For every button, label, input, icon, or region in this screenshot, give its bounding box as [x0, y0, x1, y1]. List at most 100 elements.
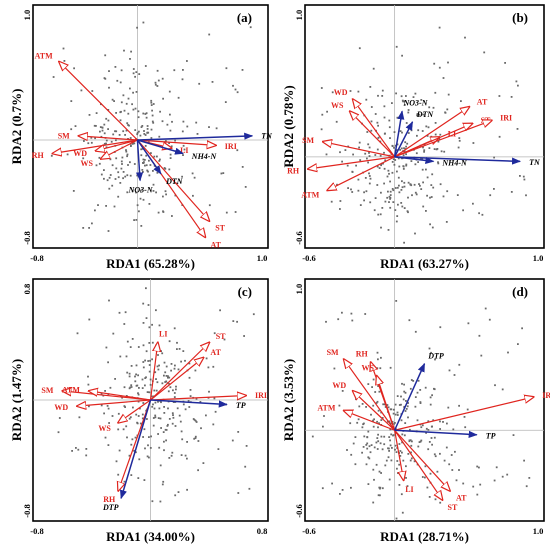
- site-point: [398, 463, 401, 466]
- site-point: [192, 194, 194, 197]
- site-point: [150, 152, 152, 154]
- site-point: [430, 135, 433, 138]
- explanatory-vector-atm: [59, 62, 138, 141]
- site-point: [103, 132, 106, 135]
- site-point: [389, 197, 392, 199]
- site-point: [168, 383, 171, 385]
- site-point: [135, 384, 138, 387]
- site-point: [372, 404, 375, 407]
- site-point: [388, 478, 391, 481]
- site-point: [433, 436, 436, 439]
- site-point: [365, 463, 368, 466]
- site-point: [195, 397, 198, 400]
- site-point: [428, 496, 431, 498]
- site-point: [391, 161, 394, 163]
- site-point: [123, 323, 126, 325]
- site-point: [377, 385, 379, 387]
- site-point: [181, 438, 184, 441]
- site-point: [183, 148, 186, 151]
- site-point: [321, 487, 324, 490]
- site-point: [525, 194, 527, 197]
- site-point: [372, 425, 375, 428]
- site-point: [416, 113, 419, 115]
- site-point: [188, 362, 191, 365]
- site-point: [401, 451, 403, 454]
- site-point: [404, 422, 407, 424]
- site-point: [166, 123, 169, 126]
- site-point: [399, 130, 402, 132]
- site-point: [213, 332, 216, 335]
- site-point: [517, 343, 519, 345]
- site-point: [107, 119, 110, 122]
- explanatory-vector-st: [150, 343, 210, 401]
- site-point: [369, 86, 372, 88]
- site-point: [341, 390, 344, 392]
- site-point: [164, 371, 167, 374]
- vector-label-nh4-n: NH4-N: [191, 152, 218, 161]
- vector-label-iri: IRI: [225, 142, 237, 151]
- site-point: [386, 175, 389, 178]
- site-point: [442, 77, 445, 79]
- site-point: [396, 116, 399, 119]
- site-point: [162, 97, 164, 100]
- site-point: [361, 403, 364, 405]
- site-point: [417, 161, 419, 163]
- site-point: [429, 396, 432, 399]
- site-point: [119, 111, 122, 114]
- site-point: [395, 300, 398, 302]
- site-point: [405, 163, 408, 166]
- site-point: [401, 54, 403, 57]
- site-point: [106, 179, 109, 182]
- site-point: [157, 79, 160, 82]
- site-point: [419, 184, 421, 187]
- site-point: [94, 209, 96, 212]
- site-point: [401, 433, 404, 436]
- site-point: [434, 133, 437, 136]
- site-point: [122, 171, 125, 173]
- site-point: [320, 128, 323, 131]
- site-point: [391, 171, 394, 174]
- site-point: [167, 423, 169, 426]
- site-point: [200, 427, 202, 430]
- site-point: [454, 450, 456, 453]
- site-point: [406, 210, 409, 213]
- site-point: [365, 190, 368, 193]
- site-point: [450, 454, 453, 456]
- explanatory-vector-ws: [101, 139, 138, 159]
- site-point: [151, 120, 154, 123]
- site-point: [91, 90, 94, 92]
- site-point: [355, 398, 357, 401]
- x-tick-min: -0.6: [302, 526, 315, 536]
- site-point: [472, 485, 475, 488]
- site-point: [159, 158, 161, 161]
- vector-label-sm: SM: [302, 136, 314, 145]
- site-point: [439, 133, 442, 136]
- site-point: [137, 116, 140, 119]
- site-point: [134, 75, 136, 78]
- site-point: [174, 194, 177, 197]
- site-point: [400, 493, 403, 496]
- site-point: [140, 126, 143, 128]
- site-point: [151, 114, 154, 117]
- site-point: [241, 69, 244, 71]
- vector-label-sm: SM: [58, 131, 70, 140]
- site-point: [386, 404, 389, 406]
- site-point: [398, 191, 401, 194]
- site-points: [50, 21, 252, 232]
- site-point: [234, 88, 237, 91]
- site-point: [146, 418, 148, 420]
- site-point: [124, 406, 126, 408]
- site-point: [100, 404, 103, 407]
- site-point: [131, 103, 133, 106]
- site-point: [152, 190, 155, 192]
- site-point: [120, 101, 123, 104]
- site-point: [161, 483, 164, 486]
- site-point: [142, 361, 145, 363]
- site-point: [439, 501, 442, 504]
- site-point: [223, 338, 226, 341]
- site-point: [377, 213, 380, 216]
- site-point: [170, 363, 173, 365]
- site-point: [376, 420, 378, 423]
- site-point: [148, 364, 151, 366]
